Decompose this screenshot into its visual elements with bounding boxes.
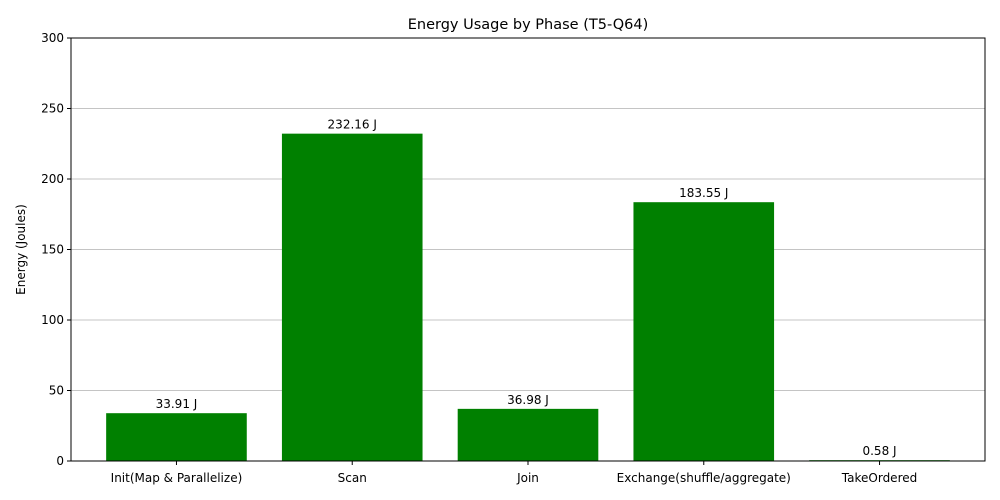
bar-value-label: 0.58 J xyxy=(862,444,896,458)
y-tick-label: 150 xyxy=(41,243,64,257)
bars xyxy=(106,133,950,461)
y-tick-label: 50 xyxy=(49,384,64,398)
y-tick-label: 100 xyxy=(41,313,64,327)
x-axis-ticks: Init(Map & Parallelize) Scan Join Exchange(… xyxy=(111,461,917,485)
bar-value-label: 183.55 J xyxy=(679,186,728,200)
bar-value-label: 232.16 J xyxy=(328,118,377,132)
x-tick-label: Join xyxy=(516,471,539,485)
x-tick-label: Exchange(shuffle/aggregate) xyxy=(617,471,791,485)
bar xyxy=(633,202,775,461)
y-tick-label: 300 xyxy=(41,31,64,45)
y-axis-ticks: 0 50 100 150 200 250 300 xyxy=(41,31,71,468)
bar xyxy=(106,413,247,461)
y-tick-label: 250 xyxy=(41,102,64,116)
y-axis-title: Energy (Joules) xyxy=(14,204,28,295)
y-tick-label: 0 xyxy=(56,454,64,468)
data-labels: 33.91 J 232.16 J 36.98 J 183.55 J 0.58 J xyxy=(156,118,897,459)
bar xyxy=(281,133,423,461)
y-tick-label: 200 xyxy=(41,172,64,186)
x-tick-label: Scan xyxy=(338,471,367,485)
grid-lines xyxy=(71,108,985,391)
bar-value-label: 33.91 J xyxy=(156,397,198,411)
chart-title: Energy Usage by Phase (T5-Q64) xyxy=(408,17,648,33)
bar xyxy=(457,408,599,461)
x-tick-label: TakeOrdered xyxy=(841,471,917,485)
x-tick-label: Init(Map & Parallelize) xyxy=(111,471,243,485)
bar-value-label: 36.98 J xyxy=(507,393,549,407)
